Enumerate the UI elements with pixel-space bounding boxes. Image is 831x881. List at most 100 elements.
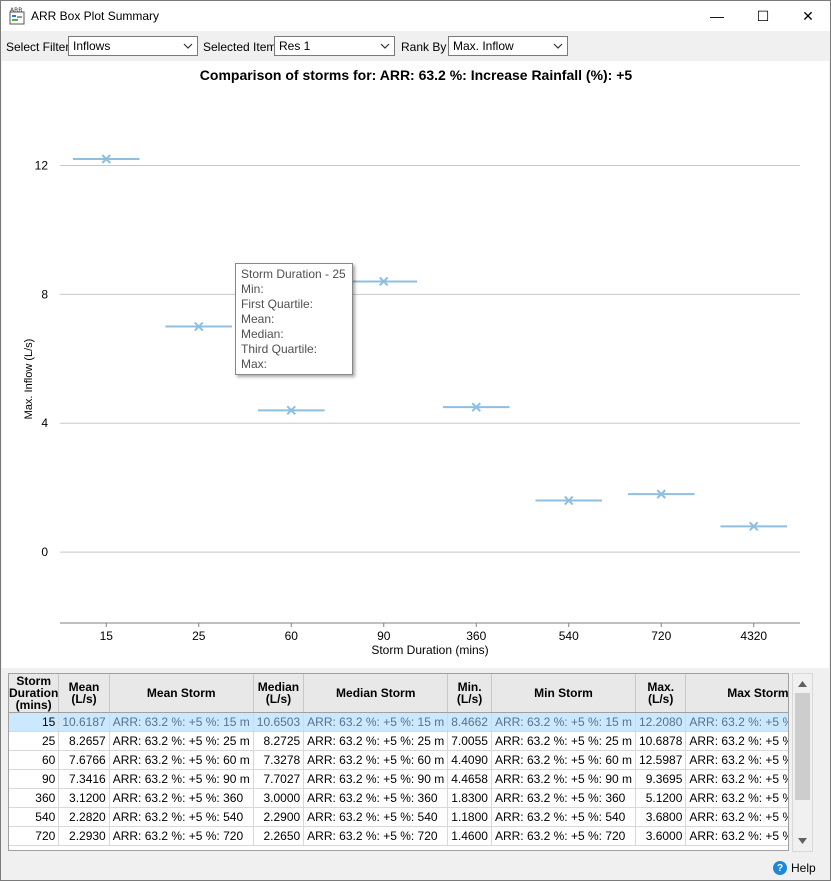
- table-cell[interactable]: ARR: 63.2 %: +5 %: 25 m: [109, 731, 254, 751]
- table-cell[interactable]: 10.6503: [253, 712, 305, 732]
- table-cell[interactable]: ARR: 63.2 %: +5 %: 90 m: [303, 769, 449, 789]
- table-cell[interactable]: ARR: 63.2 %: +5 %: 540: [109, 807, 254, 827]
- data-point[interactable]: [442, 402, 510, 412]
- scroll-up-button[interactable]: [794, 675, 811, 692]
- table-cell[interactable]: 1.8300: [447, 788, 492, 808]
- table-cell[interactable]: 7.7027: [253, 769, 305, 789]
- table-cell[interactable]: 25: [9, 731, 60, 751]
- table-cell[interactable]: ARR: 63.2 %: +5 %: 15 m: [303, 712, 449, 732]
- table-cell[interactable]: ARR: 63.2 %: +5 %: 540: [685, 807, 788, 827]
- table-cell[interactable]: ARR: 63.2 %: +5 %: 60 m: [109, 750, 254, 770]
- table-cell[interactable]: ARR: 63.2 %: +5 %: 15 m: [109, 712, 254, 732]
- select-filter-dropdown[interactable]: Inflows: [68, 36, 198, 56]
- table-cell[interactable]: ARR: 63.2 %: +5 %: 720: [109, 826, 254, 846]
- table-cell[interactable]: 8.2725: [253, 731, 305, 751]
- table-cell[interactable]: 7.6766: [58, 750, 110, 770]
- column-header[interactable]: Median (L/s): [253, 674, 305, 713]
- table-cell[interactable]: 7.3416: [58, 769, 110, 789]
- table-cell[interactable]: ARR: 63.2 %: +5 %: 60 m: [685, 750, 788, 770]
- table-cell[interactable]: ARR: 63.2 %: +5 %: 720: [491, 826, 637, 846]
- table-cell[interactable]: ARR: 63.2 %: +5 %: 720: [303, 826, 449, 846]
- table-cell[interactable]: ARR: 63.2 %: +5 %: 25 m: [491, 731, 637, 751]
- data-point[interactable]: [535, 495, 603, 506]
- scroll-down-button[interactable]: [794, 832, 811, 849]
- table-row[interactable]: 25 8.2657 ARR: 63.2 %: +5 %: 25 m 8.2725 ARR…: [9, 731, 788, 751]
- table-cell[interactable]: 4.4090: [447, 750, 492, 770]
- table-cell[interactable]: 12.2080: [635, 712, 687, 732]
- data-point[interactable]: [165, 321, 233, 332]
- help-link[interactable]: ? Help: [773, 861, 816, 875]
- table-cell[interactable]: 2.2930: [58, 826, 110, 846]
- table-cell[interactable]: 12.5987: [635, 750, 687, 770]
- table-cell[interactable]: 8.2657: [58, 731, 110, 751]
- table-row[interactable]: 60 7.6766 ARR: 63.2 %: +5 %: 60 m 7.3278 ARR…: [9, 750, 788, 770]
- maximize-button[interactable]: ☐: [756, 7, 770, 24]
- table-cell[interactable]: ARR: 63.2 %: +5 %: 540: [491, 807, 637, 827]
- column-header[interactable]: Max Storm: [685, 674, 788, 713]
- data-point[interactable]: [72, 154, 140, 164]
- table-cell[interactable]: ARR: 63.2 %: +5 %: 90 m: [109, 769, 254, 789]
- table-cell[interactable]: ARR: 63.2 %: +5 %: 360: [491, 788, 637, 808]
- table-cell[interactable]: 2.2820: [58, 807, 110, 827]
- table-cell[interactable]: ARR: 63.2 %: +5 %: 540: [303, 807, 449, 827]
- table-cell[interactable]: ARR: 63.2 %: +5 %: 360: [303, 788, 449, 808]
- table-cell[interactable]: 720: [9, 826, 60, 846]
- table-cell[interactable]: 7.3278: [253, 750, 305, 770]
- table-cell[interactable]: 60: [9, 750, 60, 770]
- table-row[interactable]: 15 10.6187 ARR: 63.2 %: +5 %: 15 m 10.6503 A…: [9, 712, 788, 732]
- table-cell[interactable]: ARR: 63.2 %: +5 %: 90 m: [685, 769, 788, 789]
- column-header[interactable]: Median Storm: [303, 674, 449, 713]
- data-point[interactable]: [350, 276, 418, 287]
- table-cell[interactable]: 7.0055: [447, 731, 492, 751]
- table-cell[interactable]: 9.3695: [635, 769, 687, 789]
- table-cell[interactable]: ARR: 63.2 %: +5 %: 15 m: [685, 712, 788, 732]
- table-cell[interactable]: ARR: 63.2 %: +5 %: 25 m: [685, 731, 788, 751]
- table-cell[interactable]: ARR: 63.2 %: +5 %: 60 m: [491, 750, 637, 770]
- column-header[interactable]: Min. (L/s): [447, 674, 492, 713]
- selected-item-value: Res 1: [279, 39, 311, 53]
- table-row[interactable]: 720 2.2930 ARR: 63.2 %: +5 %: 720 2.2650 ARR…: [9, 826, 788, 846]
- table-cell[interactable]: 2.2650: [253, 826, 305, 846]
- table-cell[interactable]: 8.4662: [447, 712, 492, 732]
- table-cell[interactable]: ARR: 63.2 %: +5 %: 60 m: [303, 750, 449, 770]
- data-point[interactable]: [627, 489, 695, 499]
- table-cell[interactable]: 3.0000: [253, 788, 305, 808]
- table-cell[interactable]: ARR: 63.2 %: +5 %: 15 m: [491, 712, 637, 732]
- table-cell[interactable]: 10.6878: [635, 731, 687, 751]
- table-row[interactable]: 90 7.3416 ARR: 63.2 %: +5 %: 90 m 7.7027 ARR…: [9, 769, 788, 789]
- x-marker: [749, 521, 759, 532]
- rank-by-dropdown[interactable]: Max. Inflow: [448, 36, 568, 56]
- column-header[interactable]: Storm Duration (mins): [9, 674, 60, 713]
- table-cell[interactable]: 360: [9, 788, 60, 808]
- table-cell[interactable]: ARR: 63.2 %: +5 %: 25 m: [303, 731, 449, 751]
- column-header[interactable]: Mean Storm: [109, 674, 254, 713]
- column-header[interactable]: Max. (L/s): [635, 674, 687, 713]
- table-cell[interactable]: 90: [9, 769, 60, 789]
- data-point[interactable]: [257, 405, 325, 416]
- table-row[interactable]: 540 2.2820 ARR: 63.2 %: +5 %: 540 2.2900 ARR…: [9, 807, 788, 827]
- table-cell[interactable]: ARR: 63.2 %: +5 %: 360: [685, 788, 788, 808]
- minimize-button[interactable]: —: [710, 8, 724, 24]
- table-cell[interactable]: 3.6800: [635, 807, 687, 827]
- table-cell[interactable]: 5.1200: [635, 788, 687, 808]
- data-point[interactable]: [720, 521, 788, 532]
- table-row[interactable]: 360 3.1200 ARR: 63.2 %: +5 %: 360 3.0000 ARR…: [9, 788, 788, 808]
- close-button[interactable]: ✕: [802, 7, 814, 24]
- table-cell[interactable]: 3.1200: [58, 788, 110, 808]
- table-cell[interactable]: ARR: 63.2 %: +5 %: 720: [685, 826, 788, 846]
- table-cell[interactable]: 10.6187: [58, 712, 110, 732]
- table-cell[interactable]: ARR: 63.2 %: +5 %: 90 m: [491, 769, 637, 789]
- selected-item-dropdown[interactable]: Res 1: [274, 36, 395, 56]
- table-cell[interactable]: 4.4658: [447, 769, 492, 789]
- table-cell[interactable]: 1.4600: [447, 826, 492, 846]
- scroll-thumb[interactable]: [795, 693, 810, 800]
- table-cell[interactable]: ARR: 63.2 %: +5 %: 360: [109, 788, 254, 808]
- column-header[interactable]: Min Storm: [491, 674, 637, 713]
- table-cell[interactable]: 3.6000: [635, 826, 687, 846]
- table-scrollbar[interactable]: [792, 673, 813, 852]
- table-cell[interactable]: 540: [9, 807, 60, 827]
- column-header[interactable]: Mean (L/s): [58, 674, 110, 713]
- table-cell[interactable]: 15: [9, 712, 60, 732]
- table-cell[interactable]: 1.1800: [447, 807, 492, 827]
- table-cell[interactable]: 2.2900: [253, 807, 305, 827]
